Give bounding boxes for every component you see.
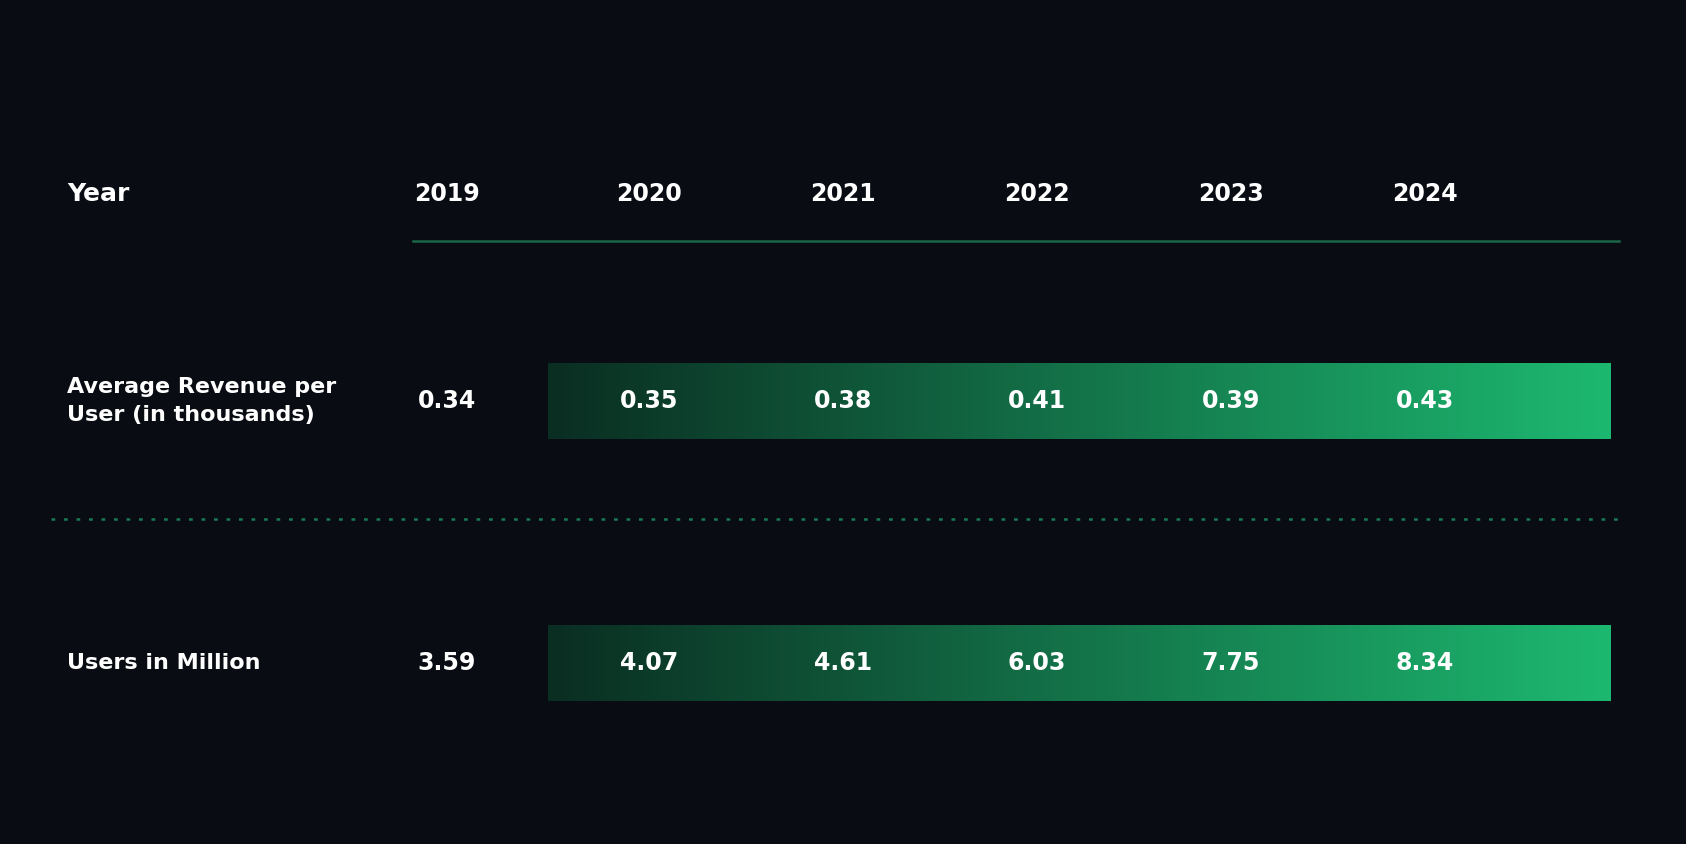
Text: 2019: 2019	[415, 182, 479, 206]
Text: 0.34: 0.34	[418, 389, 475, 413]
Text: 4.61: 4.61	[814, 651, 872, 674]
Text: 2023: 2023	[1199, 182, 1263, 206]
Text: 0.39: 0.39	[1202, 389, 1259, 413]
Text: 3.59: 3.59	[418, 651, 475, 674]
Text: 2020: 2020	[617, 182, 681, 206]
Text: 0.38: 0.38	[814, 389, 872, 413]
Text: 6.03: 6.03	[1008, 651, 1066, 674]
Text: 0.41: 0.41	[1008, 389, 1066, 413]
Text: Users in Million: Users in Million	[67, 652, 261, 673]
Text: 7.75: 7.75	[1202, 651, 1259, 674]
Text: 2022: 2022	[1005, 182, 1069, 206]
Text: 2024: 2024	[1393, 182, 1457, 206]
Text: Year: Year	[67, 182, 130, 206]
Text: Average Revenue per
User (in thousands): Average Revenue per User (in thousands)	[67, 377, 337, 425]
Text: 4.07: 4.07	[620, 651, 678, 674]
Text: 0.43: 0.43	[1396, 389, 1453, 413]
Text: 0.35: 0.35	[620, 389, 678, 413]
Text: 2021: 2021	[811, 182, 875, 206]
Text: 8.34: 8.34	[1396, 651, 1453, 674]
